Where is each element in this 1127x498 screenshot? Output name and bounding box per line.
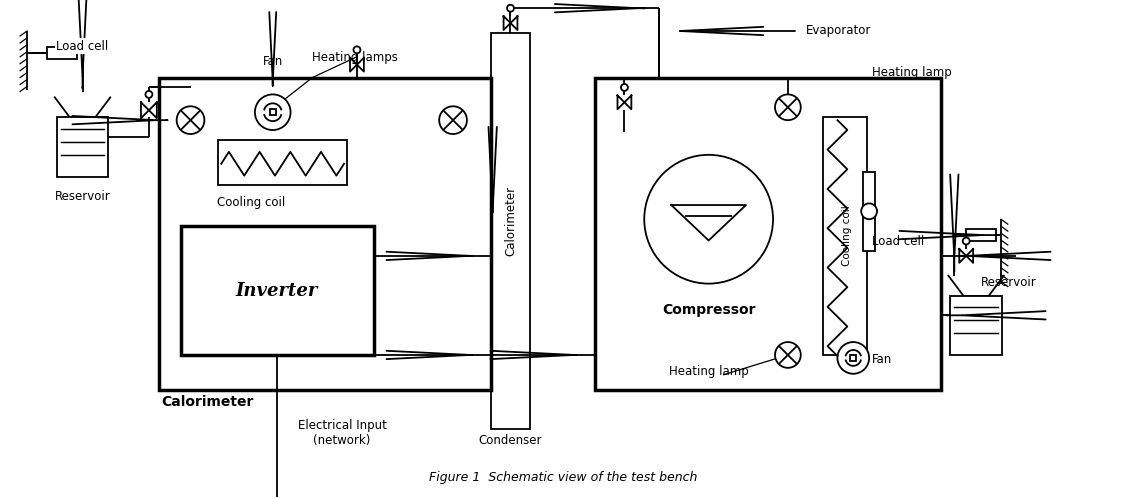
Text: Cooling coil: Cooling coil [842, 206, 852, 266]
Text: Calorimeter: Calorimeter [504, 186, 517, 256]
Text: Calorimeter: Calorimeter [161, 394, 254, 408]
Circle shape [354, 46, 361, 53]
Bar [823, 117, 867, 355]
Bar [950, 295, 1002, 355]
Bar [595, 78, 941, 389]
Circle shape [621, 84, 628, 91]
Circle shape [775, 342, 801, 368]
Text: Inverter: Inverter [236, 281, 318, 300]
Bar [219, 140, 347, 185]
Text: Figure 1  Schematic view of the test bench: Figure 1 Schematic view of the test benc… [428, 471, 698, 484]
Bar [180, 226, 374, 355]
Circle shape [837, 342, 869, 374]
Text: Load cell: Load cell [56, 40, 108, 53]
Text: Heating lamps: Heating lamps [312, 51, 398, 64]
Circle shape [507, 5, 514, 11]
Bar [966, 229, 996, 241]
Text: Condenser: Condenser [479, 434, 542, 447]
Text: Reservoir: Reservoir [982, 276, 1037, 289]
Circle shape [775, 95, 801, 120]
Circle shape [861, 203, 877, 219]
Text: Heating lamp: Heating lamp [668, 365, 748, 378]
Bar [47, 47, 77, 59]
Bar [863, 172, 875, 251]
Text: Electrical Input
(network): Electrical Input (network) [298, 419, 387, 447]
Text: Fan: Fan [872, 354, 893, 367]
Text: Cooling coil: Cooling coil [216, 196, 285, 210]
Circle shape [645, 155, 773, 284]
Text: Load cell: Load cell [872, 235, 924, 248]
Circle shape [440, 106, 467, 134]
Text: Fan: Fan [263, 55, 283, 68]
Circle shape [255, 95, 291, 130]
Bar [56, 117, 108, 177]
Text: Heating lamp: Heating lamp [872, 66, 952, 79]
Bar [490, 33, 531, 429]
Circle shape [962, 238, 969, 245]
Bar [269, 109, 276, 115]
Text: Evaporator: Evaporator [806, 24, 871, 37]
Bar [850, 355, 857, 361]
Text: Reservoir: Reservoir [54, 190, 110, 203]
Bar [159, 78, 490, 389]
Circle shape [145, 91, 152, 98]
Circle shape [177, 106, 204, 134]
Text: Compressor: Compressor [662, 303, 755, 317]
